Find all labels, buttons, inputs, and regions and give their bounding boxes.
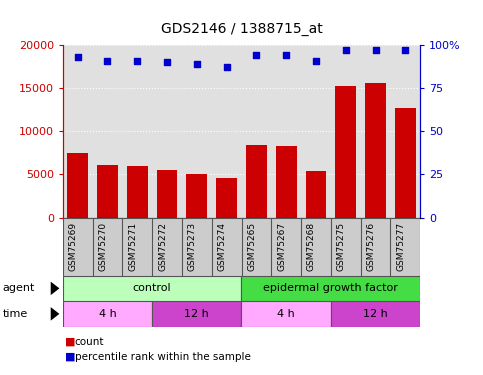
Text: GSM75276: GSM75276 (367, 222, 376, 271)
Text: GSM75268: GSM75268 (307, 222, 316, 271)
Polygon shape (51, 307, 59, 321)
Text: GSM75269: GSM75269 (69, 222, 78, 271)
Text: ■: ■ (65, 337, 76, 346)
Bar (127, 166, 148, 218)
Bar (242, 301, 331, 327)
Text: GDS2146 / 1388715_at: GDS2146 / 1388715_at (161, 22, 322, 36)
Point (74, 54, 82, 60)
Point (133, 57, 141, 63)
Text: epidermal growth factor: epidermal growth factor (263, 284, 398, 293)
Bar (186, 174, 207, 217)
Point (282, 53, 290, 58)
Text: GSM75265: GSM75265 (247, 222, 256, 271)
Bar (152, 301, 242, 327)
Text: GSM75270: GSM75270 (99, 222, 108, 271)
Text: 12 h: 12 h (363, 309, 388, 319)
Bar (306, 171, 327, 217)
Text: 4 h: 4 h (99, 309, 116, 319)
Text: GSM75275: GSM75275 (337, 222, 346, 271)
Bar (156, 170, 177, 217)
Bar (335, 86, 356, 218)
Bar (331, 301, 420, 327)
Text: GSM75267: GSM75267 (277, 222, 286, 271)
Text: control: control (133, 284, 171, 293)
Point (401, 47, 409, 53)
Bar (365, 83, 386, 218)
Text: GSM75273: GSM75273 (188, 222, 197, 271)
Point (223, 64, 230, 70)
Bar (395, 108, 416, 218)
Point (253, 53, 260, 58)
Polygon shape (51, 282, 59, 295)
Bar (276, 146, 297, 218)
Text: GSM75277: GSM75277 (397, 222, 405, 271)
Bar (67, 153, 88, 218)
Text: GSM75271: GSM75271 (128, 222, 137, 271)
Point (104, 57, 112, 63)
Text: 4 h: 4 h (277, 309, 295, 319)
Bar (63, 301, 152, 327)
Point (193, 61, 201, 67)
Point (163, 59, 171, 65)
Text: count: count (75, 337, 104, 346)
Text: GSM75272: GSM75272 (158, 222, 167, 271)
Bar (63, 276, 242, 301)
Text: time: time (2, 309, 28, 319)
Text: percentile rank within the sample: percentile rank within the sample (75, 352, 251, 362)
Bar (97, 165, 118, 218)
Bar (242, 276, 420, 301)
Text: agent: agent (2, 284, 35, 293)
Bar (246, 145, 267, 218)
Point (342, 47, 350, 53)
Point (372, 47, 380, 53)
Point (312, 57, 320, 63)
Text: ■: ■ (65, 352, 76, 362)
Text: GSM75274: GSM75274 (218, 222, 227, 271)
Text: 12 h: 12 h (185, 309, 209, 319)
Bar (216, 178, 237, 218)
